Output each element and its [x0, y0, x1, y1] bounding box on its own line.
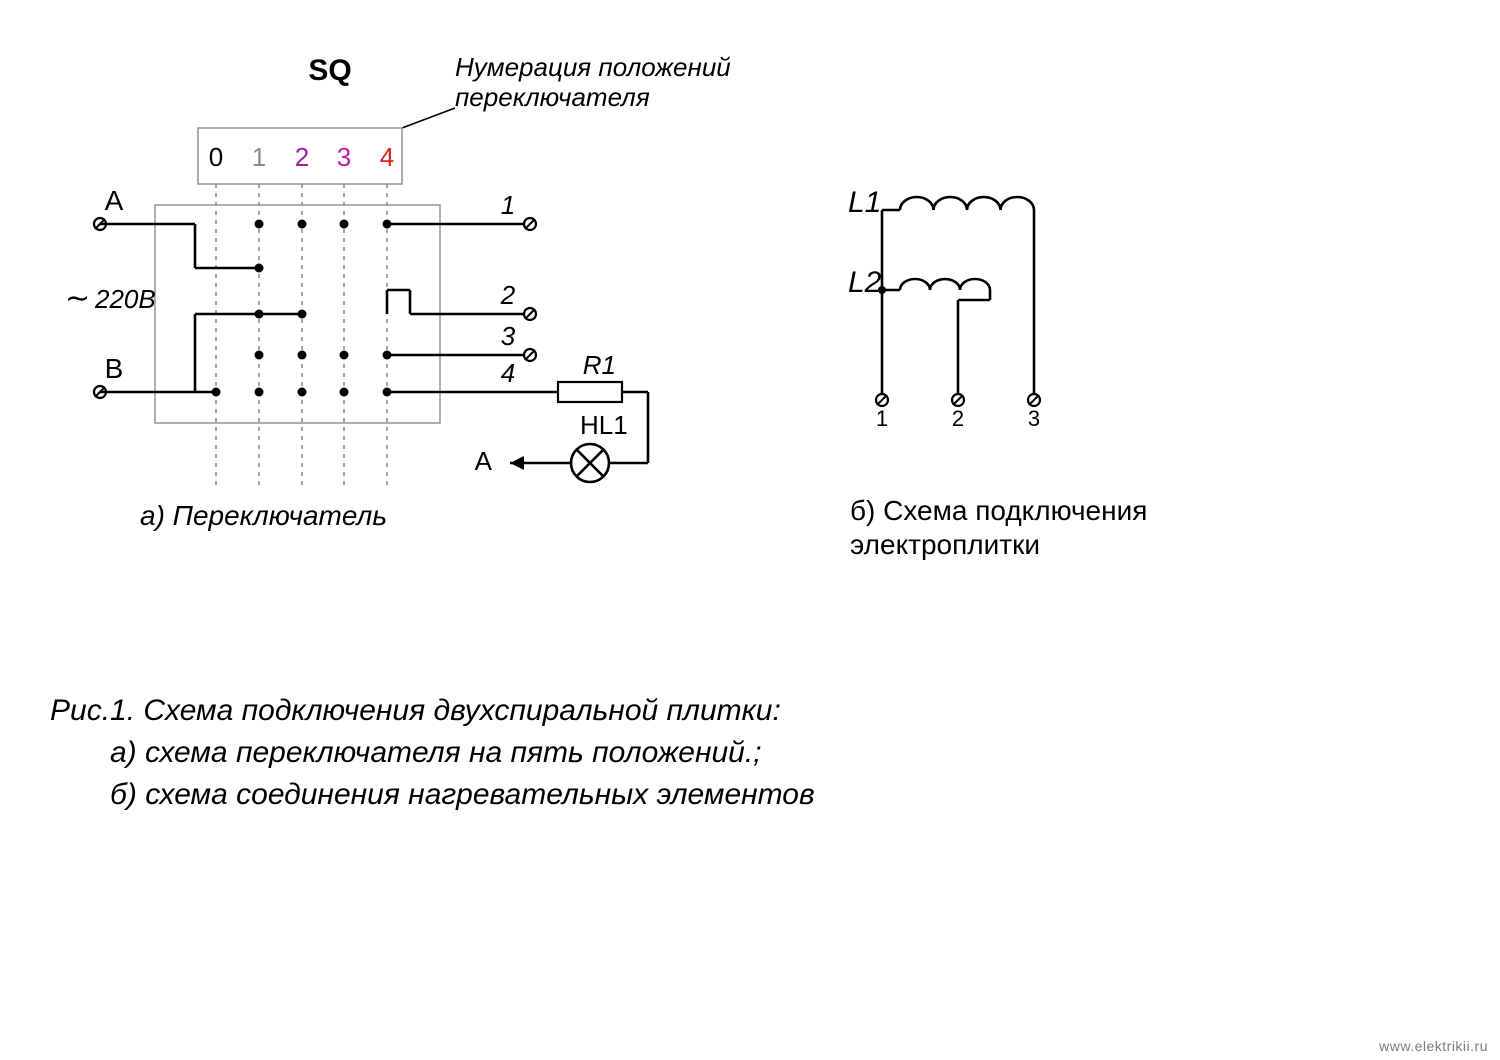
- svg-text:∼: ∼: [65, 282, 90, 315]
- svg-text:1: 1: [501, 190, 515, 220]
- svg-text:2: 2: [952, 406, 964, 431]
- svg-text:A: A: [105, 185, 124, 216]
- svg-text:3: 3: [1028, 406, 1040, 431]
- svg-text:1: 1: [252, 142, 266, 172]
- svg-text:4: 4: [380, 142, 394, 172]
- diagram-svg: SQНумерация положенийпереключателя01234A…: [0, 0, 1500, 1060]
- svg-text:4: 4: [501, 358, 515, 388]
- svg-text:Нумерация положений: Нумерация положений: [455, 52, 731, 82]
- svg-text:Рис.1. Схема подключения двухс: Рис.1. Схема подключения двухспиральной …: [50, 694, 781, 727]
- svg-text:1: 1: [876, 406, 888, 431]
- svg-text:переключателя: переключателя: [455, 82, 650, 112]
- svg-text:а) схема переключателя на пять: а) схема переключателя на пять положений…: [110, 736, 762, 769]
- svg-text:220В: 220В: [94, 284, 156, 314]
- svg-text:3: 3: [337, 142, 351, 172]
- svg-text:SQ: SQ: [308, 54, 351, 87]
- svg-text:б) Схема подключения: б) Схема подключения: [850, 495, 1147, 526]
- svg-text:а) Переключатель: а) Переключатель: [140, 500, 387, 531]
- svg-text:L2: L2: [848, 266, 882, 299]
- svg-text:б) схема соединения нагревател: б) схема соединения нагревательных элеме…: [110, 778, 815, 811]
- svg-text:B: B: [105, 353, 124, 384]
- svg-text:2: 2: [500, 280, 516, 310]
- svg-text:0: 0: [209, 142, 223, 172]
- svg-text:HL1: HL1: [580, 410, 628, 440]
- watermark: www.elektrikii.ru: [1379, 1038, 1488, 1054]
- svg-text:2: 2: [295, 142, 309, 172]
- svg-text:электроплитки: электроплитки: [850, 529, 1040, 560]
- svg-text:3: 3: [501, 321, 516, 351]
- svg-text:L1: L1: [848, 186, 881, 219]
- svg-text:R1: R1: [583, 350, 616, 380]
- svg-text:A: A: [475, 446, 493, 476]
